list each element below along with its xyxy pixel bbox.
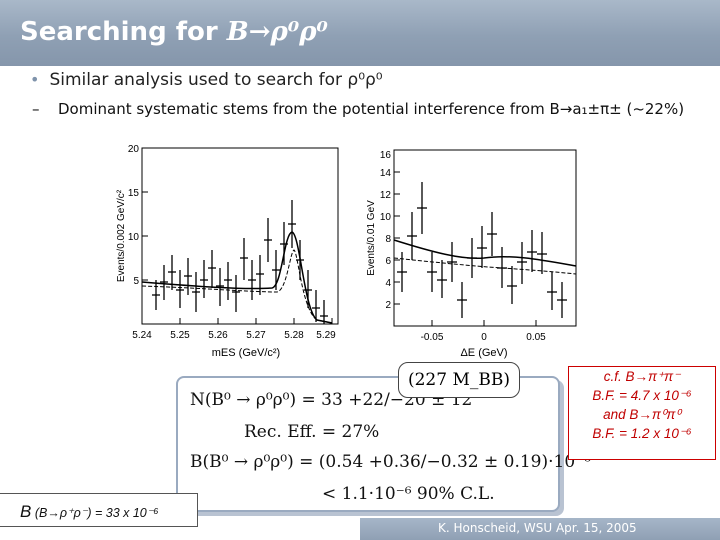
title-prefix: Searching for <box>20 17 227 47</box>
footer-bar <box>360 518 720 540</box>
bullet-text: Similar analysis used to search for ρ⁰ρ⁰ <box>49 70 383 90</box>
y-tick: 10 <box>380 212 392 223</box>
comparison-box: c.f. B→π⁺π⁻ B.F. = 4.7 x 10⁻⁶ and B→π⁰π⁰… <box>568 366 716 460</box>
title-formula: B→ρ⁰ρ⁰ <box>226 17 328 47</box>
bullet-item: • Similar analysis used to search for ρ⁰ρ… <box>30 70 383 90</box>
reconstruction-efficiency: Rec. Eff. = 27% <box>244 422 380 442</box>
results-box <box>176 376 560 512</box>
x-axis-label: mES (GeV/c²) <box>212 347 280 359</box>
slide-title: Searching for B→ρ⁰ρ⁰ <box>20 17 328 47</box>
comparison-line: B.F. = 1.2 x 10⁻⁶ <box>592 426 692 441</box>
branching-fraction: B(B⁰ → ρ⁰ρ⁰) = (0.54 +0.36/−0.32 ± 0.19)… <box>190 452 591 472</box>
y-tick: 2 <box>385 300 391 311</box>
comparison-line: B.F. = 4.7 x 10⁻⁶ <box>592 388 692 403</box>
data-points <box>152 200 328 324</box>
bullet-dot-icon: • <box>30 70 40 89</box>
footer-credit: K. Honscheid, WSU Apr. 15, 2005 <box>438 521 637 535</box>
x-tick: 0.05 <box>526 332 546 343</box>
rho-plus-rho-minus-bf: B (B→ρ⁺ρ⁻) = 33 x 10⁻⁶ <box>0 493 198 527</box>
y-tick: 12 <box>380 190 392 201</box>
y-axis-label: Events/0.01 GeV <box>366 200 377 276</box>
data-points <box>397 182 567 318</box>
mes-plot: 5 10 15 20 5.24 5.25 5.26 5.27 5.28 5.29… <box>112 140 350 362</box>
luminosity-box: (227 M_BB) <box>398 362 520 398</box>
y-tick: 14 <box>380 168 392 179</box>
x-tick: 5.25 <box>170 330 190 341</box>
y-tick: 5 <box>133 276 139 287</box>
x-tick: -0.05 <box>421 332 444 343</box>
x-tick: 5.29 <box>316 330 336 341</box>
x-tick: 0 <box>481 332 487 343</box>
x-tick: 5.24 <box>132 330 152 341</box>
x-axis-label: ΔE (GeV) <box>460 347 507 359</box>
y-axis-label: Events/0.002 GeV/c² <box>116 189 127 282</box>
comparison-line: c.f. B→π⁺π⁻ <box>603 369 681 384</box>
y-tick: 16 <box>380 150 392 161</box>
comparison-line: and B→π⁰π⁰ <box>603 407 681 422</box>
x-tick: 5.27 <box>246 330 266 341</box>
y-tick: 4 <box>385 278 391 289</box>
x-tick: 5.28 <box>284 330 304 341</box>
bf-symbol: B <box>20 502 32 521</box>
title-bar: Searching for B→ρ⁰ρ⁰ <box>0 0 720 66</box>
sub-bullet-text: Dominant systematic stems from the poten… <box>58 100 685 118</box>
upper-limit: < 1.1·10⁻⁶ 90% C.L. <box>322 484 495 504</box>
y-tick: 15 <box>128 188 140 199</box>
sub-bullet-item: – Dominant systematic stems from the pot… <box>32 100 698 119</box>
sub-bullet-dash: – <box>32 100 40 118</box>
y-tick: 8 <box>385 234 391 245</box>
bf-text: (B→ρ⁺ρ⁻) = 33 x 10⁻⁶ <box>34 506 159 520</box>
delta-e-plot: 2 4 6 8 10 12 14 16 -0.05 0 0.05 ΔE (GeV… <box>362 142 582 362</box>
y-tick: 10 <box>128 232 140 243</box>
x-tick: 5.26 <box>208 330 228 341</box>
y-tick: 20 <box>128 144 140 155</box>
y-tick: 6 <box>385 256 391 267</box>
